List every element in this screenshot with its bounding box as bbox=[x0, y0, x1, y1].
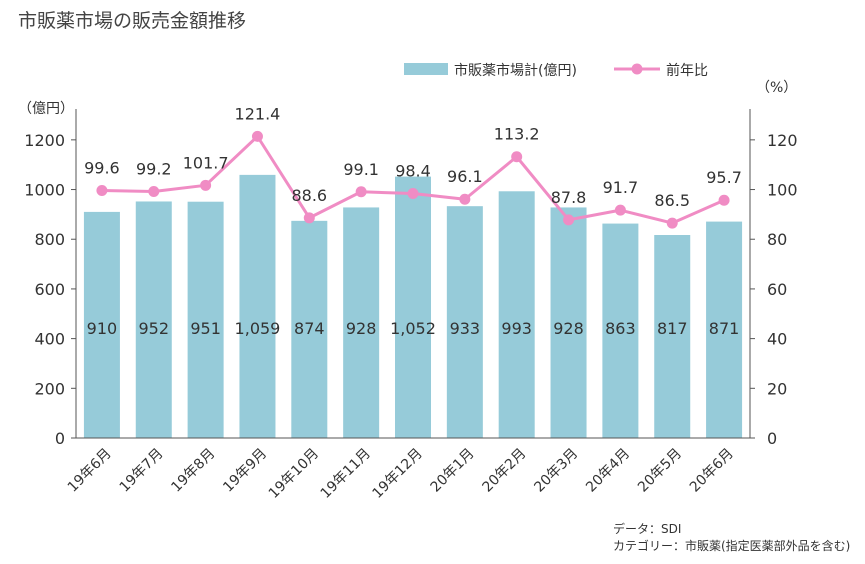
right-tick-label-3: 60 bbox=[767, 280, 787, 299]
bar-11 bbox=[654, 235, 691, 438]
bar-0 bbox=[83, 211, 120, 438]
yoy-value-label-9: 87.8 bbox=[551, 188, 587, 207]
yoy-point-3 bbox=[251, 130, 263, 142]
category-label-7: 20年1月 bbox=[428, 446, 478, 496]
yoy-point-5 bbox=[355, 186, 367, 198]
right-tick-label-0: 0 bbox=[767, 429, 777, 448]
category-label-4: 19年10月 bbox=[266, 446, 322, 502]
bar-3 bbox=[239, 174, 276, 439]
right-tick-label-4: 80 bbox=[767, 230, 787, 249]
bar-value-label-5: 928 bbox=[346, 319, 377, 338]
bar-value-label-4: 874 bbox=[294, 319, 325, 338]
bar-value-label-0: 910 bbox=[87, 319, 118, 338]
bar-10 bbox=[602, 223, 639, 438]
category-label-12: 20年6月 bbox=[687, 446, 737, 496]
yoy-point-9 bbox=[563, 214, 575, 226]
bar-value-label-12: 871 bbox=[709, 319, 740, 338]
legend-line-marker bbox=[631, 63, 643, 75]
left-tick-label-3: 600 bbox=[34, 280, 65, 299]
yoy-point-11 bbox=[666, 217, 678, 229]
yoy-value-label-5: 99.1 bbox=[343, 160, 379, 179]
bar-2 bbox=[187, 201, 224, 438]
bar-value-label-11: 817 bbox=[657, 319, 688, 338]
yoy-point-1 bbox=[148, 186, 160, 198]
category-label-2: 19年8月 bbox=[168, 446, 218, 496]
category-label-9: 20年3月 bbox=[531, 446, 581, 496]
bar-value-label-10: 863 bbox=[605, 319, 636, 338]
yoy-point-0 bbox=[96, 185, 108, 197]
category-label-6: 19年12月 bbox=[370, 446, 426, 502]
yoy-value-label-0: 99.6 bbox=[84, 159, 120, 178]
bar-value-label-8: 993 bbox=[501, 319, 532, 338]
left-tick-label-5: 1000 bbox=[24, 181, 65, 200]
bar-4 bbox=[291, 220, 328, 438]
yoy-value-label-6: 98.4 bbox=[395, 162, 431, 181]
bar-1 bbox=[135, 201, 172, 438]
yoy-value-label-4: 88.6 bbox=[291, 186, 327, 205]
yoy-value-label-7: 96.1 bbox=[447, 167, 483, 186]
bar-value-label-3: 1,059 bbox=[235, 319, 281, 338]
yoy-value-label-10: 91.7 bbox=[603, 178, 639, 197]
yoy-value-label-3: 121.4 bbox=[235, 104, 281, 123]
right-tick-label-6: 120 bbox=[767, 131, 798, 150]
yoy-point-7 bbox=[459, 193, 471, 205]
bar-5 bbox=[343, 207, 380, 438]
yoy-value-label-12: 95.7 bbox=[706, 168, 742, 187]
yoy-point-4 bbox=[303, 212, 315, 224]
yoy-value-label-1: 99.2 bbox=[136, 160, 172, 179]
category-label-5: 19年11月 bbox=[318, 446, 374, 502]
yoy-point-2 bbox=[200, 179, 212, 191]
bar-value-label-2: 951 bbox=[190, 319, 221, 338]
bar-value-label-7: 933 bbox=[450, 319, 481, 338]
bar-value-label-6: 1,052 bbox=[390, 319, 436, 338]
left-tick-label-2: 400 bbox=[34, 330, 65, 349]
legend-bar-label: 市販薬市場計(億円) bbox=[454, 62, 577, 79]
right-axis-unit: （%） bbox=[756, 80, 797, 96]
chart-title: 市販薬市場の販売金額推移 bbox=[18, 10, 247, 32]
category-label-10: 20年4月 bbox=[583, 446, 633, 496]
bar-12 bbox=[706, 221, 743, 438]
yoy-point-8 bbox=[511, 151, 523, 163]
yoy-point-12 bbox=[718, 194, 730, 206]
left-tick-label-0: 0 bbox=[55, 429, 65, 448]
right-tick-label-5: 100 bbox=[767, 181, 798, 200]
bar-value-label-1: 952 bbox=[138, 319, 169, 338]
chart-notes: データ：SDI カテゴリー：市販薬(指定医薬部外品を含む) bbox=[613, 521, 850, 555]
category-label-3: 19年9月 bbox=[220, 446, 270, 496]
left-tick-label-6: 1200 bbox=[24, 131, 65, 150]
yoy-value-label-11: 86.5 bbox=[654, 191, 690, 210]
yoy-point-10 bbox=[614, 204, 626, 216]
right-tick-label-1: 20 bbox=[767, 379, 787, 398]
category-label-8: 20年2月 bbox=[480, 446, 530, 496]
category-label-0: 19年6月 bbox=[65, 446, 115, 496]
left-tick-label-1: 200 bbox=[34, 379, 65, 398]
source-note: データ：SDI bbox=[613, 522, 682, 536]
left-axis-unit: （億円） bbox=[18, 101, 74, 117]
bar-8 bbox=[498, 191, 535, 438]
yoy-point-6 bbox=[407, 188, 419, 200]
bar-6 bbox=[395, 176, 431, 438]
bar-7 bbox=[446, 206, 483, 438]
category-label-11: 20年5月 bbox=[635, 446, 685, 496]
bar-value-label-9: 928 bbox=[553, 319, 584, 338]
category-label-1: 19年7月 bbox=[117, 446, 167, 496]
legend-bar-swatch bbox=[404, 63, 448, 75]
category-note: カテゴリー：市販薬(指定医薬部外品を含む) bbox=[613, 539, 851, 553]
yoy-value-label-2: 101.7 bbox=[183, 153, 229, 172]
legend-line-label: 前年比 bbox=[666, 62, 708, 79]
yoy-value-label-8: 113.2 bbox=[494, 125, 540, 144]
bar-9 bbox=[550, 207, 587, 438]
right-tick-label-2: 40 bbox=[767, 330, 787, 349]
left-tick-label-4: 800 bbox=[34, 230, 65, 249]
